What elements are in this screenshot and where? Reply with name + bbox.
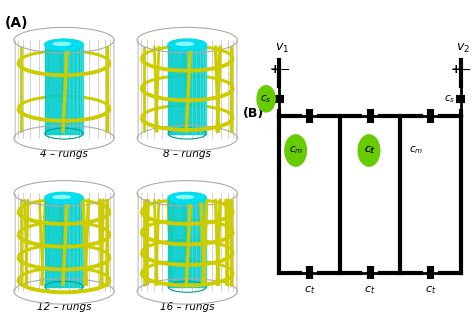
Ellipse shape: [176, 196, 193, 199]
Ellipse shape: [45, 39, 83, 50]
Ellipse shape: [45, 192, 83, 203]
Text: (B): (B): [243, 107, 264, 120]
Ellipse shape: [45, 192, 83, 203]
Text: $-$: $-$: [460, 63, 471, 76]
Ellipse shape: [45, 39, 83, 50]
Text: 12 – rungs: 12 – rungs: [37, 302, 91, 312]
Text: $v_1$: $v_1$: [274, 42, 289, 55]
Circle shape: [285, 135, 306, 166]
Ellipse shape: [168, 192, 206, 203]
Text: 8 – rungs: 8 – rungs: [163, 149, 211, 159]
Text: $c_s$: $c_s$: [444, 93, 456, 105]
Ellipse shape: [168, 192, 206, 203]
Ellipse shape: [168, 39, 206, 50]
Text: $c_s$: $c_s$: [260, 93, 272, 105]
Ellipse shape: [168, 39, 206, 50]
Text: 4 – rungs: 4 – rungs: [40, 149, 88, 159]
Circle shape: [257, 86, 275, 112]
Circle shape: [358, 135, 380, 166]
Text: (A): (A): [5, 16, 28, 30]
Ellipse shape: [176, 42, 193, 45]
Text: $-$: $-$: [279, 63, 290, 76]
Ellipse shape: [53, 42, 70, 45]
Text: $c_t$: $c_t$: [425, 284, 436, 296]
Ellipse shape: [176, 42, 193, 45]
Text: $c_t$: $c_t$: [364, 145, 374, 156]
Text: $c_t$: $c_t$: [304, 284, 315, 296]
Text: +: +: [451, 63, 461, 76]
Ellipse shape: [53, 42, 70, 45]
Text: $c_t$: $c_t$: [365, 284, 376, 296]
Ellipse shape: [176, 196, 193, 199]
Text: 16 – rungs: 16 – rungs: [160, 302, 214, 312]
Text: $v_2$: $v_2$: [456, 42, 470, 55]
Text: $c_m$: $c_m$: [289, 145, 303, 156]
Text: $c_t$: $c_t$: [365, 145, 376, 156]
Text: +: +: [269, 63, 280, 76]
Text: $c_m$: $c_m$: [409, 145, 424, 156]
Ellipse shape: [53, 196, 70, 199]
Ellipse shape: [53, 196, 70, 199]
